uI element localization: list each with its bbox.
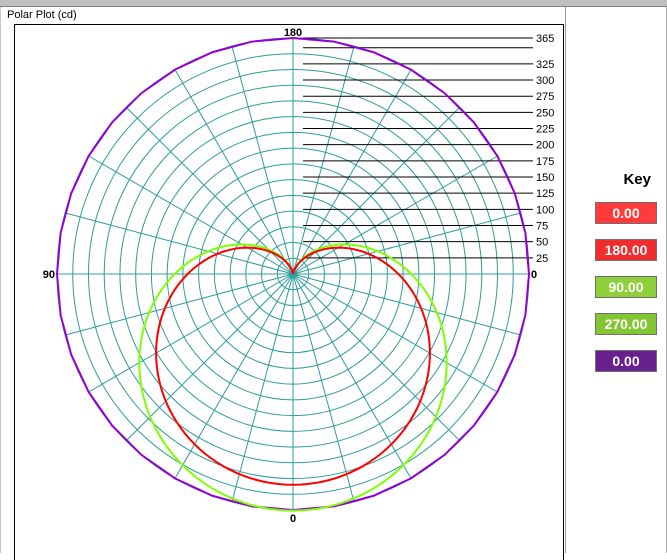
polar-grid-spoke (231, 45, 294, 275)
polar-grid-spoke (174, 69, 294, 275)
plot-area: 25 50 75 100 125 150 175 200 225 250 275 300 325 365 1… (14, 24, 564, 560)
angle-label: 0 (531, 269, 537, 281)
key-item: 90.00 (595, 276, 657, 298)
series-line-green (138, 243, 448, 512)
polar-grid-spoke (292, 106, 461, 275)
angle-label: 180 (284, 27, 302, 39)
key-list: 0.00 180.00 90.00 270.00 0.00 (595, 202, 657, 387)
radial-tick-label: 75 (536, 221, 548, 233)
polar-grid-spoke (174, 273, 294, 479)
radial-tick-label: 150 (536, 172, 554, 184)
key-item: 0.00 (595, 202, 657, 224)
polar-grid-spoke (292, 273, 355, 503)
polar-grid-spoke (64, 273, 294, 336)
polar-grid-spoke (292, 273, 412, 479)
polar-grid-spoke (292, 273, 498, 393)
radial-tick-label: 365 (536, 33, 554, 45)
key-item: 180.00 (595, 239, 657, 261)
radial-tick-label: 325 (536, 59, 554, 71)
radial-tick-label: 225 (536, 124, 554, 136)
radial-tick-label: 250 (536, 107, 554, 119)
key-panel: Key 0.00 180.00 90.00 270.00 0.00 (567, 7, 667, 553)
polar-plot-panel: Polar Plot (cd) 25 50 75 100 125 150 175 200 225… (0, 7, 566, 560)
polar-grid-spoke (231, 273, 294, 503)
angle-label: 90 (43, 269, 55, 281)
polar-grid-spoke (292, 212, 522, 275)
radial-tick-label: 200 (536, 140, 554, 152)
key-item: 0.00 (595, 350, 657, 372)
polar-grid-spoke (88, 155, 294, 275)
polar-chart: 25 50 75 100 125 150 175 200 225 250 275 300 325 365 1… (43, 27, 555, 525)
polar-grid-spoke (292, 273, 461, 442)
polar-grid-spoke (125, 273, 294, 442)
polar-grid-spoke (292, 69, 412, 275)
polar-grid-spoke (125, 106, 294, 275)
key-title: Key (623, 171, 651, 188)
radial-tick-label: 100 (536, 204, 554, 216)
polar-grid-spoke (88, 273, 294, 393)
polar-grid-spoke (292, 155, 498, 275)
angle-label: 0 (290, 513, 296, 525)
window-top-bar (0, 0, 667, 7)
radial-tick-label: 50 (536, 237, 548, 249)
polar-grid-spoke (292, 273, 522, 336)
polar-grid-spoke (64, 212, 294, 275)
polar-grid-spoke (292, 45, 355, 275)
series-line-red (155, 246, 431, 486)
plot-title: Polar Plot (cd) (7, 9, 77, 21)
radial-tick-label: 125 (536, 188, 554, 200)
radial-tick-label: 275 (536, 91, 554, 103)
radial-tick-label: 175 (536, 156, 554, 168)
key-item: 270.00 (595, 313, 657, 335)
radial-tick-label: 300 (536, 75, 554, 87)
radial-tick-label: 25 (536, 253, 548, 265)
